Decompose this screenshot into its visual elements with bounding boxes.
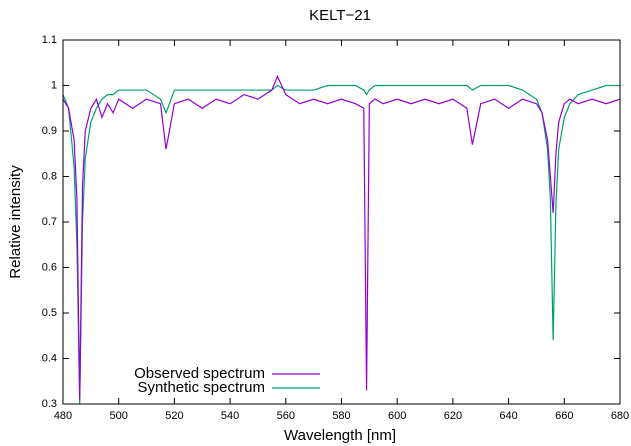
- x-axis-label: Wavelength [nm]: [284, 427, 396, 444]
- y-tick-label: 1: [51, 79, 57, 91]
- y-tick-label: 0.8: [42, 170, 57, 182]
- data-line: [62, 84, 620, 405]
- plot-frame: [62, 39, 621, 405]
- y-axis-label: Relative intensity: [7, 165, 24, 279]
- x-tick-label: 500: [110, 410, 128, 422]
- data-line: [62, 74, 621, 400]
- y-tick-label: 0.7: [42, 216, 57, 228]
- x-tick-label: 680: [611, 410, 629, 422]
- y-tick-label: 0.3: [42, 398, 57, 410]
- chart-title: KELT−21: [309, 7, 371, 24]
- legend-label: Synthetic spectrum: [137, 379, 265, 396]
- legend-label: Observed spectrum: [134, 365, 265, 382]
- x-tick-label: 600: [388, 410, 406, 422]
- x-tick-label: 580: [332, 410, 350, 422]
- y-tick-label: 1.1: [42, 34, 57, 46]
- y-tick-label: 0.5: [42, 307, 57, 319]
- y-tick-label: 0.9: [42, 125, 57, 137]
- x-tick-label: 660: [555, 410, 573, 422]
- x-tick-label: 640: [499, 410, 517, 422]
- y-tick-label: 0.6: [42, 261, 57, 273]
- x-tick-label: 520: [165, 410, 183, 422]
- y-tick-label: 0.4: [42, 352, 57, 364]
- x-tick-label: 620: [444, 410, 462, 422]
- x-tick-label: 480: [54, 410, 72, 422]
- x-tick-label: 560: [277, 410, 295, 422]
- x-tick-label: 540: [221, 410, 239, 422]
